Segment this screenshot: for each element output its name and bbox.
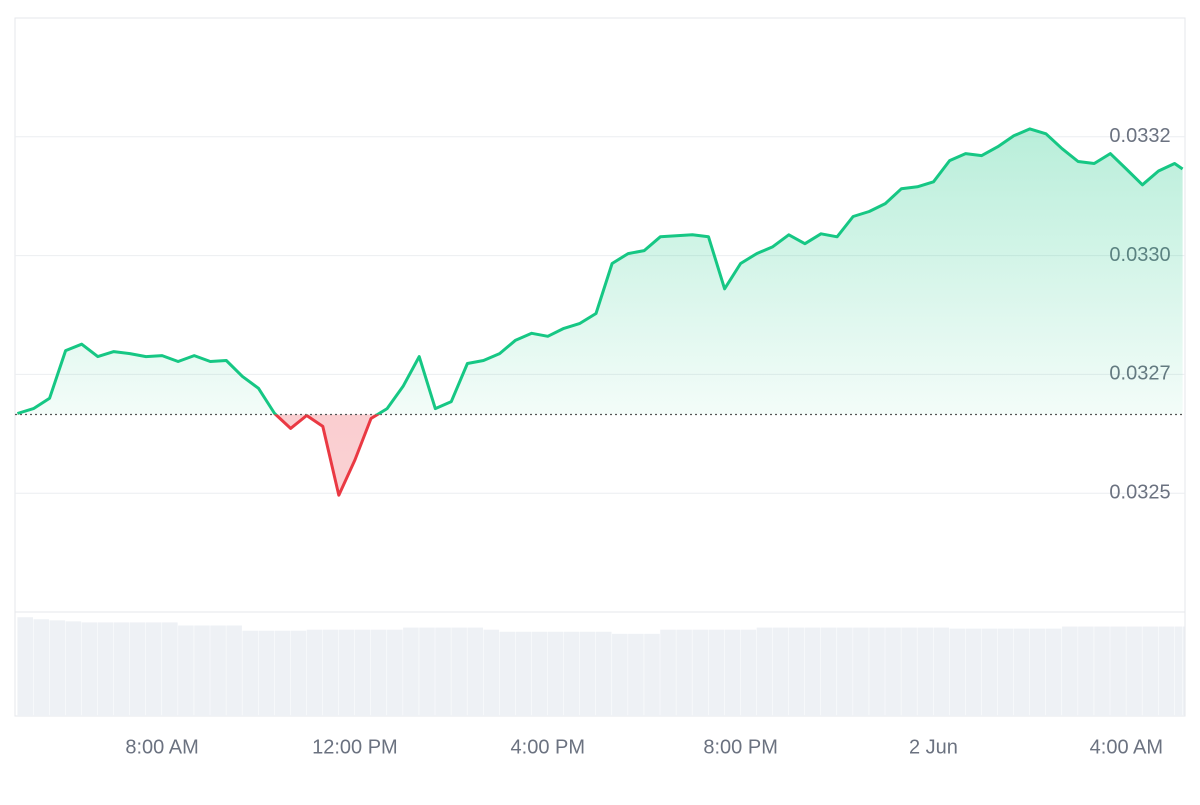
- volume-bar: [1158, 626, 1175, 716]
- volume-bar: [612, 633, 628, 716]
- volume-bar: [162, 622, 178, 716]
- volume-bar: [49, 620, 66, 716]
- volume-bar: [820, 627, 837, 716]
- volume-bar: [837, 627, 853, 716]
- volume-bar: [435, 627, 451, 716]
- volume-bar: [1029, 628, 1046, 716]
- volume-bar: [322, 629, 339, 716]
- x-tick-label: 4:00 PM: [511, 736, 585, 758]
- volume-bar: [354, 629, 371, 716]
- x-tick-label: 4:00 AM: [1090, 736, 1163, 758]
- volume-bar: [853, 627, 869, 716]
- volume-bar: [917, 627, 933, 716]
- volume-bar: [708, 629, 725, 716]
- volume-bar: [724, 629, 741, 716]
- volume-bar: [1110, 626, 1126, 716]
- volume-bar: [242, 630, 258, 716]
- volume-bar: [65, 621, 82, 716]
- volume-bar: [547, 631, 564, 716]
- volume-bar: [226, 625, 242, 716]
- volume-bar: [756, 627, 773, 716]
- volume-bar: [644, 633, 660, 716]
- volume-bar: [628, 633, 644, 716]
- volume-bar: [113, 622, 130, 716]
- volume-bar: [387, 629, 403, 716]
- volume-bar: [274, 630, 291, 716]
- x-tick-label: 2 Jun: [909, 736, 958, 758]
- volume-bar: [740, 629, 757, 716]
- volume-bar: [660, 629, 676, 716]
- volume-bar: [1142, 626, 1158, 716]
- x-tick-label: 8:00 PM: [703, 736, 777, 758]
- volume-bar: [403, 627, 419, 716]
- volume-bar: [145, 622, 162, 716]
- volume-bar: [194, 625, 210, 716]
- volume-bar: [1045, 628, 1062, 716]
- volume-bar: [81, 622, 98, 716]
- volume-bar: [933, 627, 950, 716]
- volume-bar: [772, 627, 789, 716]
- volume-bar: [17, 617, 33, 716]
- volume-bar: [981, 628, 998, 716]
- y-tick-label: 0.0332: [1109, 125, 1170, 147]
- volume-bar: [692, 629, 708, 716]
- volume-bar: [885, 627, 901, 716]
- volume-bar: [563, 631, 580, 716]
- volume-bar: [869, 627, 885, 716]
- x-tick-label: 12:00 PM: [312, 736, 398, 758]
- volume-bar: [258, 630, 275, 716]
- volume-bar: [483, 629, 500, 716]
- volume-bar: [901, 627, 917, 716]
- price-line: [16, 127, 1184, 497]
- volume-bar: [499, 631, 516, 716]
- volume-bar: [451, 627, 467, 716]
- volume-bar: [515, 631, 532, 716]
- volume-bar: [1182, 626, 1185, 716]
- volume-bar: [1174, 626, 1183, 716]
- volume-bar: [370, 629, 387, 716]
- volume-bar: [531, 631, 548, 716]
- volume-bar: [306, 629, 323, 716]
- volume-bar: [419, 627, 435, 716]
- volume-bar: [1013, 628, 1030, 716]
- volume-bar: [804, 627, 821, 716]
- volume-bar: [33, 619, 50, 716]
- volume-bar: [579, 631, 596, 716]
- volume-bar: [178, 625, 194, 716]
- volume-bar: [595, 631, 612, 716]
- volume-bar: [949, 628, 966, 716]
- area-fill: [17, 128, 1183, 496]
- volume-bar: [1078, 626, 1094, 716]
- volume-bar: [997, 628, 1014, 716]
- volume-bar: [97, 622, 114, 716]
- volume-bar: [1126, 626, 1142, 716]
- volume-bar: [676, 629, 692, 716]
- volume-bar: [290, 630, 307, 716]
- volume-bar: [1062, 626, 1078, 716]
- volume-bar: [210, 625, 226, 716]
- volume-bar: [338, 629, 355, 716]
- volume-bar: [788, 627, 805, 716]
- x-tick-label: 8:00 AM: [125, 736, 198, 758]
- volume-bar: [1094, 626, 1110, 716]
- volume-bar: [467, 627, 483, 716]
- volume-bar: [129, 622, 146, 716]
- volume-bar: [965, 628, 982, 716]
- y-tick-label: 0.0325: [1109, 481, 1170, 503]
